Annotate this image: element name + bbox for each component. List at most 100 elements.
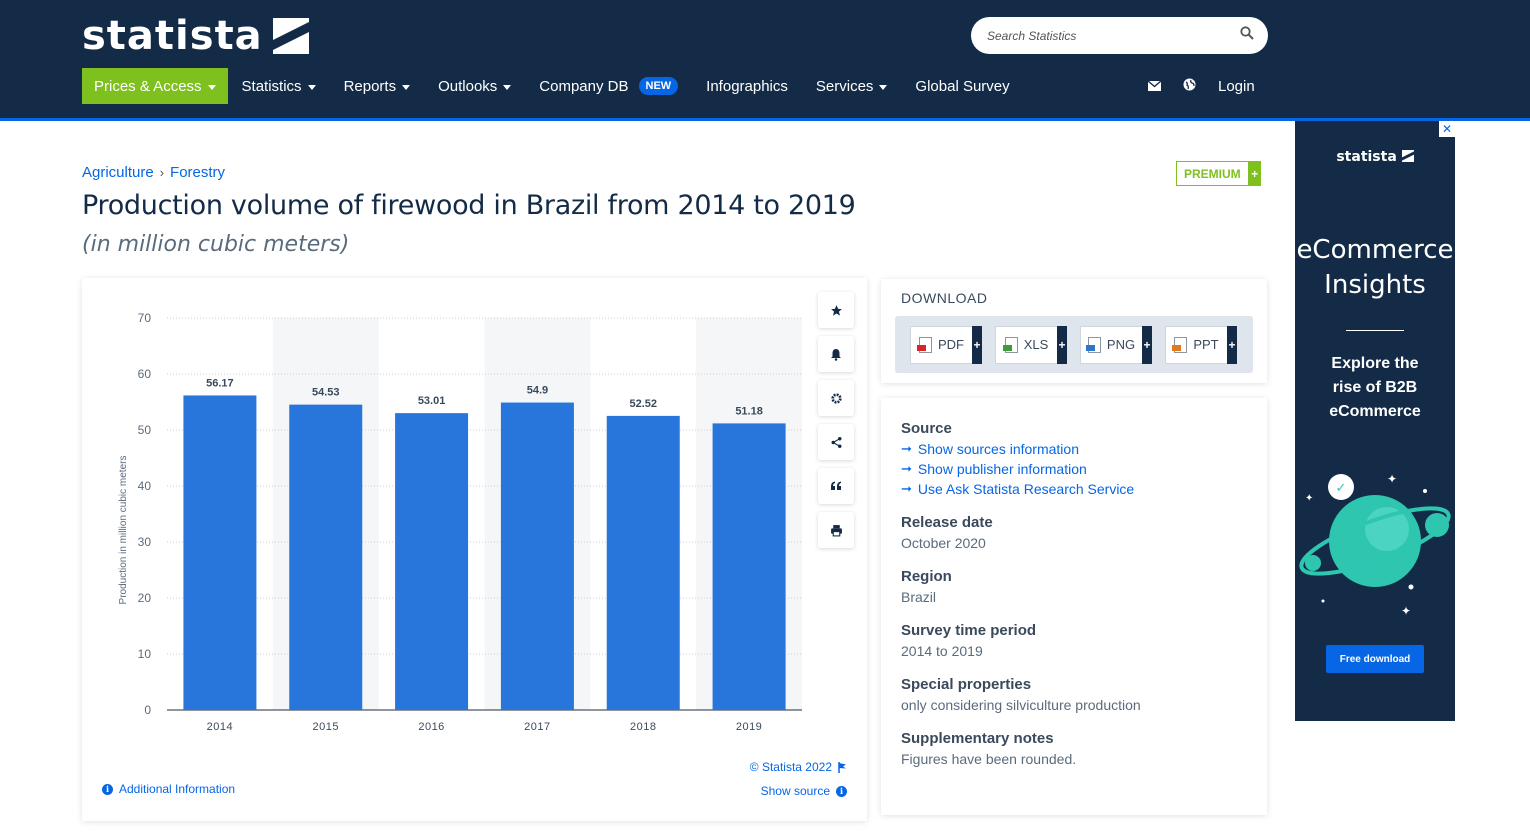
- download-png-button[interactable]: PNG +: [1080, 325, 1152, 364]
- ad-headline: eCommerce Insights: [1295, 233, 1455, 303]
- premium-plus: +: [1248, 161, 1261, 186]
- nav-company-db[interactable]: Company DB NEW: [525, 68, 692, 104]
- survey-block: Survey time period 2014 to 2019: [901, 622, 1247, 659]
- logo-mark-icon: [1401, 150, 1414, 162]
- nav-label: Reports: [343, 77, 397, 95]
- link-text: Show publisher information: [917, 461, 1087, 477]
- survey-value: 2014 to 2019: [901, 643, 983, 659]
- nav-label: Outlooks: [438, 77, 498, 95]
- additional-info-text: Additional Information: [119, 782, 236, 796]
- chart-card: 0 10 20 30 40 50 60 70 56.17 2014 54.53 2015 53.01 20…: [82, 278, 867, 821]
- bell-icon: [831, 348, 841, 361]
- planet-illustration-icon: ✓ ✦ ✦ ✦: [1299, 472, 1451, 618]
- download-pdf-button[interactable]: PDF +: [910, 325, 982, 364]
- ask-statista-link[interactable]: ➞ Use Ask Statista Research Service: [901, 481, 1247, 497]
- share-button[interactable]: [818, 424, 854, 460]
- source-heading: Source: [901, 420, 952, 437]
- link-text: Show sources information: [917, 441, 1079, 457]
- bar: [712, 423, 786, 710]
- plus-icon: +: [972, 325, 982, 364]
- breadcrumb-agriculture[interactable]: Agriculture: [82, 164, 154, 181]
- ad-banner[interactable]: ✕ statista eCommerce Insights Explore the…: [1295, 121, 1455, 721]
- nav-label: Prices & Access: [94, 77, 202, 95]
- notes-value: Figures have been rounded.: [901, 751, 1077, 767]
- arrow-right-icon: ➞: [901, 441, 912, 456]
- premium-label: PREMIUM: [1176, 161, 1249, 186]
- x-tick-label: 2018: [630, 721, 656, 733]
- show-source-link[interactable]: Show source i: [761, 784, 847, 798]
- header-accent-line: [0, 118, 1530, 121]
- breadcrumb-forestry[interactable]: Forestry: [170, 164, 226, 181]
- region-block: Region Brazil: [901, 568, 1247, 605]
- svg-text:✦: ✦: [1387, 472, 1397, 486]
- breadcrumb-separator-icon: ›: [159, 165, 165, 180]
- x-tick-label: 2019: [736, 721, 762, 733]
- details-card: Source ➞ Show sources information ➞ Show p…: [881, 398, 1267, 815]
- nav-global-survey[interactable]: Global Survey: [901, 68, 1023, 104]
- x-tick-label: 2016: [418, 721, 444, 733]
- nav-label: Company DB: [539, 77, 629, 95]
- format-label: PDF: [938, 337, 964, 352]
- plus-icon: +: [1227, 325, 1237, 364]
- y-tick-label: 60: [138, 367, 152, 381]
- y-axis-title: Production in million cubic meters: [118, 456, 129, 605]
- region-value: Brazil: [901, 589, 937, 605]
- ad-subtext: Explore the rise of B2B eCommerce: [1295, 352, 1455, 424]
- search-box[interactable]: [971, 17, 1268, 54]
- caret-down-icon: [879, 84, 888, 90]
- notes-heading: Supplementary notes: [901, 730, 1054, 747]
- mail-icon[interactable]: [1147, 78, 1162, 95]
- free-download-button[interactable]: Free download: [1326, 645, 1424, 673]
- globe-icon[interactable]: [1183, 78, 1196, 95]
- page-title: Production volume of firewood in Brazil …: [82, 190, 856, 221]
- nav-prices-access[interactable]: Prices & Access: [82, 68, 228, 104]
- statista-logo[interactable]: statista: [82, 13, 309, 59]
- site-header: statista Prices & Access Statistics Repo…: [0, 0, 1530, 118]
- show-sources-link[interactable]: ➞ Show sources information: [901, 441, 1247, 457]
- notification-button[interactable]: [818, 336, 854, 372]
- show-publisher-link[interactable]: ➞ Show publisher information: [901, 461, 1247, 477]
- y-tick-label: 20: [138, 591, 152, 605]
- info-icon: i: [836, 785, 847, 797]
- plus-icon: +: [1057, 325, 1067, 364]
- search-input[interactable]: [987, 28, 1240, 43]
- breadcrumb: Agriculture › Forestry: [82, 164, 225, 181]
- nav-outlooks[interactable]: Outlooks: [424, 68, 525, 104]
- show-source-text: Show source: [760, 784, 830, 798]
- premium-badge[interactable]: PREMIUM +: [1176, 161, 1261, 186]
- copyright-link[interactable]: © Statista 2022: [750, 760, 847, 774]
- print-icon: [830, 524, 842, 536]
- y-tick-label: 40: [138, 479, 152, 493]
- cite-button[interactable]: [818, 468, 854, 504]
- info-icon: i: [102, 783, 113, 795]
- ad-logo-text: statista: [1336, 149, 1397, 165]
- x-tick-label: 2017: [524, 721, 550, 733]
- nav-infographics[interactable]: Infographics: [692, 68, 802, 104]
- bar-value-label: 54.53: [312, 387, 340, 399]
- nav-services[interactable]: Services: [802, 68, 902, 104]
- star-icon: [830, 304, 842, 316]
- format-label: XLS: [1023, 337, 1049, 352]
- copyright-text: © Statista 2022: [749, 760, 832, 774]
- bar-value-label: 51.18: [735, 405, 763, 417]
- ad-sub-line: eCommerce: [1329, 403, 1421, 420]
- nav-statistics[interactable]: Statistics: [228, 68, 330, 104]
- print-button[interactable]: [818, 512, 854, 548]
- survey-heading: Survey time period: [901, 622, 1037, 639]
- additional-info-link[interactable]: i Additional Information: [102, 782, 235, 796]
- download-ppt-button[interactable]: PPT +: [1165, 325, 1237, 364]
- bar-value-label: 53.01: [418, 395, 446, 407]
- favorite-button[interactable]: [818, 292, 854, 328]
- bar-value-label: 56.17: [206, 377, 234, 389]
- ad-sub-line: Explore the: [1331, 355, 1419, 372]
- ad-close-icon[interactable]: ✕: [1439, 121, 1455, 137]
- logo-text: statista: [82, 13, 263, 59]
- download-xls-button[interactable]: XLS +: [995, 325, 1067, 364]
- y-tick-label: 50: [138, 423, 152, 437]
- search-icon[interactable]: [1240, 26, 1254, 45]
- bar: [500, 402, 574, 710]
- login-link[interactable]: Login: [1218, 77, 1255, 95]
- svg-text:✓: ✓: [1336, 481, 1347, 496]
- settings-button[interactable]: [818, 380, 854, 416]
- nav-reports[interactable]: Reports: [330, 68, 425, 104]
